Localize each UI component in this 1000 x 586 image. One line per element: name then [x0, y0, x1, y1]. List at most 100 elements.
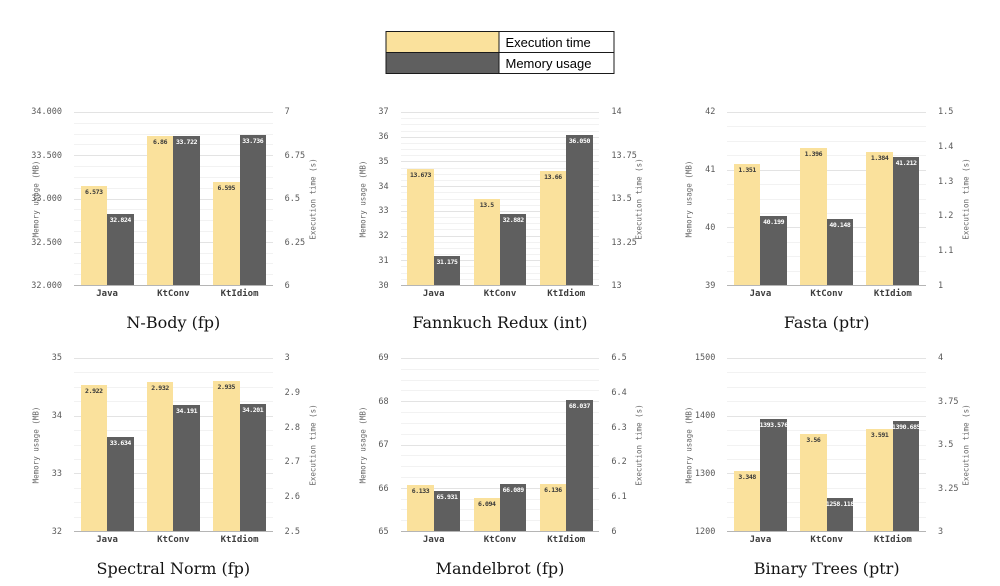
gridline [400, 167, 600, 169]
gridline [400, 118, 600, 120]
gridline [400, 161, 600, 163]
left-axis-tick: 41 [705, 165, 716, 175]
chart-n-body: Memory usage (MB) 34.000 33.500 33.000 32.5… [10, 96, 337, 334]
left-axis-tick: 34.000 [31, 107, 62, 117]
bar-memory-usage-ktidiom: 34.201 [239, 404, 267, 531]
right-axis-ticks: 6.5 6.4 6.3 6.2 6.1 6 [605, 353, 663, 537]
gridline [400, 198, 600, 200]
category-label-java: Java [96, 289, 118, 299]
left-axis-tick: 1200 [694, 527, 716, 537]
bar-memory-usage-ktconv: 32.882 [499, 213, 527, 285]
bar-execution-time-ktconv: 1.396 [800, 147, 827, 285]
gridline [727, 126, 926, 128]
right-axis-tick: 1 [937, 281, 944, 291]
left-axis-tick: 35 [51, 353, 62, 363]
chart-binary-trees: Memory usage (MB) 1500 1400 1300 1200 3.348… [663, 342, 990, 580]
plot-area: 1.351 40.199 1.396 40.148 1.384 41.212 [727, 112, 926, 286]
right-axis-tick: 2.5 [284, 527, 301, 537]
right-axis-label: Execution time (s) [634, 404, 644, 486]
bar-value-label: 6.573 [85, 187, 103, 196]
category-label-java: Java [749, 289, 772, 299]
gridline [400, 204, 600, 206]
category-label-java: Java [422, 535, 445, 545]
chart-mandelbrot: Memory usage (MB) 69 68 67 66 65 6.133 65.931… [337, 342, 664, 580]
chart-fasta: Memory usage (MB) 42 41 40 39 1.351 40.199 1.… [663, 96, 990, 334]
right-axis-tick: 6.25 [284, 237, 306, 248]
left-axis-ticks: 37 36 35 34 33 32 31 30 [337, 107, 395, 291]
right-axis-ticks: 3 2.9 2.8 2.7 2.6 2.5 [279, 353, 337, 537]
plot-area: 3.348 1393.576 3.56 1258.118 3.591 1390.685 [727, 358, 926, 532]
gridline [727, 184, 926, 186]
bar-memory-usage-ktidiom: 68.037 [566, 399, 593, 531]
left-axis-tick: 1300 [694, 469, 716, 479]
right-axis-tick: 13.5 [611, 194, 632, 204]
gridline [400, 124, 600, 126]
left-axis-tick: 32 [51, 527, 62, 537]
bar-execution-time-java: 6.573 [80, 185, 108, 285]
category-label-ktconv: KtConv [483, 289, 517, 299]
gridline [400, 433, 600, 435]
right-axis-tick: 1.1 [937, 246, 954, 257]
plot-area: 6.573 32.824 6.86 33.722 6.595 33.736 [74, 112, 273, 286]
bar-memory-usage-ktidiom: 33.736 [239, 134, 267, 285]
bar-memory-usage-ktconv: 66.089 [499, 483, 527, 531]
gridline [400, 444, 600, 446]
bar-value-label: 2.935 [217, 382, 236, 391]
right-axis-ticks: 4 3.75 3.5 3.25 3 [932, 353, 990, 537]
right-axis-tick: 2.6 [284, 492, 301, 503]
legend: Execution time Memory usage [385, 31, 615, 74]
category-label-ktidiom: KtIdiom [220, 289, 259, 299]
left-axis-tick: 32.500 [31, 237, 62, 248]
right-axis-tick: 6 [611, 527, 617, 537]
bar-value-label: 41.212 [895, 159, 917, 168]
gridline [400, 136, 600, 138]
gridline [727, 415, 926, 417]
gridline [727, 140, 926, 142]
gridline [400, 379, 600, 381]
legend-label-execution-time: Execution time [505, 35, 591, 50]
gridline [727, 430, 926, 432]
bar-execution-time-ktidiom: 1.384 [866, 152, 893, 285]
right-axis-tick: 6.4 [611, 387, 627, 398]
bar-execution-time-java: 3.348 [733, 470, 761, 531]
gridline [727, 112, 926, 113]
category-labels: Java KtConv KtIdiom [401, 535, 600, 548]
bar-execution-time-ktidiom: 2.935 [213, 380, 240, 531]
gridline [74, 122, 273, 124]
category-label-ktidiom: KtIdiom [873, 535, 912, 545]
memory-usage-swatch [386, 53, 500, 73]
gridline [74, 133, 273, 135]
plot-area: 2.922 33.634 2.932 34.191 2.935 34.201 [74, 358, 273, 532]
chart-spectral-norm: Memory usage (MB) 35 34 33 32 2.922 33.634 2.… [10, 342, 337, 580]
bar-value-label: 1.384 [870, 154, 889, 163]
right-axis-tick: 6.1 [611, 492, 627, 503]
bar-memory-usage-java: 32.824 [107, 213, 134, 285]
bar-execution-time-ktconv: 6.094 [473, 498, 500, 531]
category-labels: Java KtConv KtIdiom [727, 535, 926, 548]
gridline [400, 173, 600, 175]
left-axis-tick: 33.000 [31, 194, 62, 204]
bar-value-label: 33.722 [176, 138, 198, 147]
gridline [727, 198, 926, 200]
left-axis-tick: 1400 [694, 411, 716, 421]
right-axis-label: Execution time (s) [634, 158, 644, 240]
left-axis-tick: 33.500 [31, 150, 62, 161]
right-axis-ticks: 1.5 1.4 1.3 1.2 1.1 1 [932, 107, 990, 291]
left-axis-tick: 32 [378, 231, 389, 242]
right-axis-tick: 13.75 [611, 150, 637, 161]
chart-title: Mandelbrot (fp) [435, 559, 565, 578]
left-axis-ticks: 35 34 33 32 [10, 353, 68, 537]
right-axis-tick: 6.2 [611, 457, 627, 468]
left-axis-tick: 33 [51, 469, 62, 479]
category-label-ktconv: KtConv [157, 535, 190, 545]
legend-row-memory-usage: Memory usage [386, 52, 614, 73]
left-axis-ticks: 69 68 67 66 65 [337, 353, 395, 537]
gridline [400, 422, 600, 424]
left-axis-tick: 31 [378, 256, 389, 267]
gridline [74, 358, 273, 359]
left-axis-tick: 33 [378, 206, 389, 217]
right-axis-tick: 2.8 [284, 422, 301, 433]
category-label-ktidiom: KtIdiom [547, 535, 586, 545]
bar-execution-time-ktidiom: 3.591 [866, 428, 893, 531]
right-axis-tick: 4 [937, 353, 944, 363]
